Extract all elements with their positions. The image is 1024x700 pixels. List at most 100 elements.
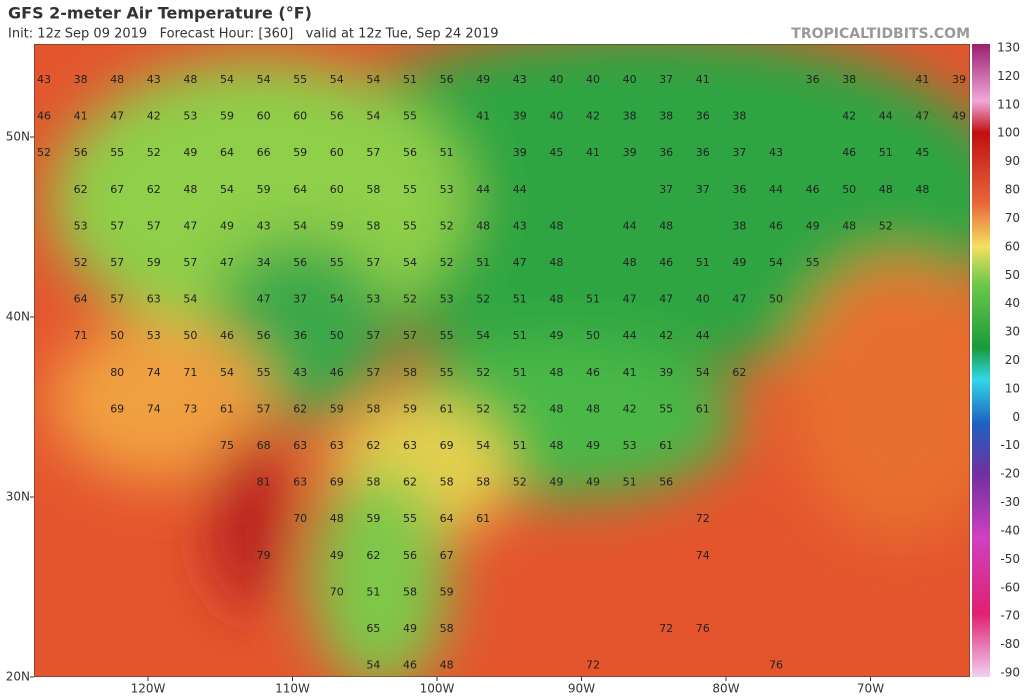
temperature-value: 48 — [623, 256, 637, 269]
temperature-value: 40 — [696, 293, 710, 306]
temperature-value: 36 — [806, 73, 820, 86]
temperature-value: 74 — [147, 366, 161, 379]
temperature-value: 55 — [293, 73, 307, 86]
temperature-value: 42 — [623, 402, 637, 415]
temperature-value: 52 — [476, 402, 490, 415]
temperature-value: 48 — [915, 183, 929, 196]
lat-label: 30N — [6, 490, 30, 504]
temperature-value: 48 — [549, 366, 563, 379]
temperature-value: 56 — [440, 73, 454, 86]
temperature-value: 57 — [110, 219, 124, 232]
temperature-value: 57 — [257, 402, 271, 415]
temperature-value: 40 — [549, 110, 563, 123]
temperature-value: 59 — [293, 146, 307, 159]
temperature-value: 53 — [440, 183, 454, 196]
temperature-value: 58 — [476, 476, 490, 489]
temperature-value: 50 — [110, 329, 124, 342]
temperature-value: 51 — [696, 256, 710, 269]
legend-label: 40 — [1005, 296, 1020, 310]
temperature-value: 37 — [293, 293, 307, 306]
temperature-value: 58 — [366, 183, 380, 196]
temperature-value: 59 — [366, 512, 380, 525]
legend-label: 60 — [1005, 239, 1020, 253]
temperature-value: 58 — [440, 476, 454, 489]
temperature-value: 46 — [806, 183, 820, 196]
temperature-value: 52 — [403, 293, 417, 306]
temperature-value: 74 — [147, 402, 161, 415]
temperature-value: 45 — [549, 146, 563, 159]
temperature-value: 49 — [952, 110, 966, 123]
temperature-value: 62 — [74, 183, 88, 196]
lon-label: 70W — [857, 682, 884, 696]
temperature-value: 49 — [183, 146, 197, 159]
temperature-value: 47 — [732, 293, 746, 306]
temperature-value: 68 — [257, 439, 271, 452]
temperature-value: 63 — [147, 293, 161, 306]
temperature-value: 61 — [440, 402, 454, 415]
temperature-value: 51 — [586, 293, 600, 306]
temperature-value: 56 — [74, 146, 88, 159]
temperature-value: 56 — [403, 549, 417, 562]
legend-label: -10 — [1000, 438, 1020, 452]
temperature-value: 54 — [769, 256, 783, 269]
temperature-value: 36 — [696, 146, 710, 159]
temperature-value: 44 — [513, 183, 527, 196]
temperature-value: 38 — [842, 73, 856, 86]
temperature-value: 46 — [403, 659, 417, 672]
temperature-value: 51 — [513, 329, 527, 342]
temperature-value: 48 — [549, 439, 563, 452]
temperature-value: 63 — [403, 439, 417, 452]
temperature-value: 56 — [659, 476, 673, 489]
temperature-value: 41 — [915, 73, 929, 86]
temperature-value: 63 — [293, 439, 307, 452]
temperature-value: 55 — [659, 402, 673, 415]
temperature-value: 54 — [257, 73, 271, 86]
temperature-value: 62 — [366, 549, 380, 562]
temperature-value: 49 — [806, 219, 820, 232]
temperature-value: 41 — [74, 110, 88, 123]
temperature-value: 39 — [513, 110, 527, 123]
temperature-value: 45 — [915, 146, 929, 159]
lat-label: 20N — [6, 670, 30, 684]
temperature-value: 51 — [403, 73, 417, 86]
temperature-value: 51 — [513, 366, 527, 379]
temperature-value: 61 — [220, 402, 234, 415]
temperature-value: 37 — [659, 183, 673, 196]
temperature-value: 49 — [549, 476, 563, 489]
temperature-value: 64 — [440, 512, 454, 525]
temperature-value: 50 — [842, 183, 856, 196]
temperature-field — [34, 44, 970, 677]
temperature-value: 71 — [74, 329, 88, 342]
temperature-value: 54 — [330, 293, 344, 306]
temperature-value: 43 — [293, 366, 307, 379]
lon-label: 110W — [275, 682, 310, 696]
lat-label: 40N — [6, 310, 30, 324]
temperature-value: 38 — [623, 110, 637, 123]
legend-label: 100 — [997, 126, 1020, 140]
temperature-value: 56 — [330, 110, 344, 123]
temperature-value: 50 — [330, 329, 344, 342]
temperature-value: 54 — [220, 183, 234, 196]
temperature-value: 51 — [513, 439, 527, 452]
legend-label: -80 — [1000, 637, 1020, 651]
temperature-value: 73 — [183, 402, 197, 415]
site-credit: TROPICALTIDBITS.COM — [791, 26, 970, 42]
temperature-value: 61 — [696, 402, 710, 415]
temperature-value: 46 — [769, 219, 783, 232]
temperature-value: 55 — [806, 256, 820, 269]
temperature-value: 57 — [366, 366, 380, 379]
temperature-value: 59 — [330, 402, 344, 415]
temperature-value: 37 — [696, 183, 710, 196]
temperature-value: 46 — [330, 366, 344, 379]
temperature-value: 51 — [440, 146, 454, 159]
legend-label: 0 — [1012, 410, 1020, 424]
temperature-value: 80 — [110, 366, 124, 379]
temperature-value: 53 — [183, 110, 197, 123]
temperature-value: 72 — [659, 622, 673, 635]
temperature-value: 39 — [952, 73, 966, 86]
temperature-value: 57 — [366, 329, 380, 342]
temperature-value: 43 — [257, 219, 271, 232]
temperature-value: 51 — [476, 256, 490, 269]
temperature-value: 38 — [732, 110, 746, 123]
temperature-value: 55 — [403, 110, 417, 123]
